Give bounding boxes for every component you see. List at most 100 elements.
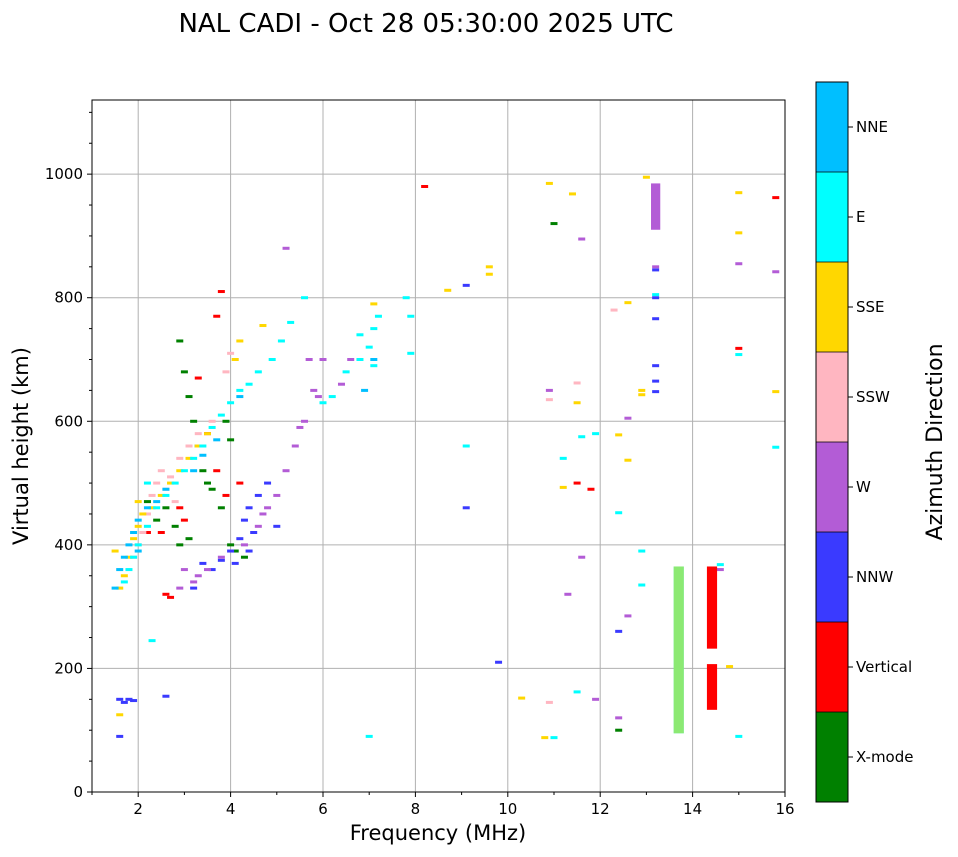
colorbar-label: X-mode: [856, 748, 913, 766]
data-point: [568, 192, 576, 196]
data-point: [587, 487, 595, 491]
data-point: [347, 358, 355, 361]
data-point: [615, 716, 623, 720]
data-point: [167, 481, 175, 485]
y-tick-label: 0: [73, 783, 83, 801]
data-point: [356, 333, 364, 337]
data-point: [545, 700, 553, 704]
data-bar: [651, 183, 661, 230]
data-bar: [673, 566, 684, 734]
data-point: [716, 563, 724, 567]
data-point: [370, 358, 378, 361]
data-point: [120, 700, 128, 704]
data-point: [176, 469, 184, 473]
data-point: [615, 511, 623, 515]
colorbar-segment: [816, 352, 848, 442]
data-point: [236, 388, 244, 392]
data-point: [111, 586, 119, 590]
data-point: [462, 283, 470, 287]
data-point: [541, 736, 549, 740]
data-point: [227, 351, 235, 355]
data-bar: [706, 566, 718, 649]
data-point: [213, 438, 221, 442]
data-point: [735, 734, 743, 738]
data-bars: [651, 183, 718, 734]
data-point: [624, 458, 632, 462]
data-point: [190, 456, 198, 460]
data-point: [143, 531, 151, 534]
data-point: [726, 665, 734, 669]
colorbar-label: E: [856, 208, 865, 226]
data-point: [217, 555, 225, 559]
data-point: [222, 419, 230, 423]
data-point: [208, 425, 216, 429]
data-point: [120, 574, 128, 578]
data-point: [638, 388, 646, 392]
data-point: [772, 445, 780, 449]
data-point: [143, 512, 151, 516]
data-point: [624, 301, 632, 305]
data-point: [213, 469, 221, 473]
data-point: [652, 390, 660, 394]
data-point: [573, 401, 581, 405]
data-point: [222, 493, 230, 497]
data-point: [116, 586, 124, 590]
data-point: [495, 660, 503, 664]
data-point: [578, 555, 586, 559]
data-point: [485, 265, 493, 269]
data-point: [592, 432, 600, 436]
data-point: [236, 395, 244, 399]
y-tick-label: 200: [54, 659, 83, 677]
data-point: [143, 506, 151, 510]
data-point: [194, 376, 202, 380]
data-point: [227, 438, 235, 442]
data-point: [217, 290, 225, 294]
data-point: [153, 500, 161, 504]
colorbar: X-mode Vertical NNW W SSW SSE E NNE: [815, 81, 913, 803]
data-point: [485, 272, 493, 276]
data-point: [204, 481, 211, 485]
data-point: [264, 506, 272, 510]
data-point: [153, 506, 161, 510]
data-point: [162, 592, 170, 596]
data-point: [407, 314, 415, 318]
data-point: [157, 469, 165, 473]
data-point: [610, 308, 618, 312]
data-point: [139, 531, 147, 534]
data-point: [185, 456, 193, 460]
data-point: [245, 549, 253, 553]
data-point: [116, 697, 124, 701]
data-point: [652, 268, 660, 272]
data-point: [545, 398, 553, 402]
data-point: [444, 288, 452, 292]
data-point: [305, 358, 313, 361]
data-point: [134, 500, 142, 504]
data-point: [462, 506, 470, 510]
data-point: [190, 469, 198, 473]
data-point: [199, 561, 207, 565]
data-point: [282, 469, 290, 473]
data-point: [134, 524, 142, 528]
data-point: [185, 537, 193, 541]
data-point: [222, 370, 230, 374]
data-point: [190, 419, 198, 423]
x-tick-label: 4: [226, 800, 236, 818]
data-point: [652, 379, 660, 383]
data-point: [130, 699, 138, 703]
data-point: [615, 433, 623, 437]
x-tick-label: 10: [498, 800, 517, 818]
data-point: [319, 401, 327, 405]
data-point: [652, 364, 660, 368]
data-point: [227, 549, 235, 553]
data-point: [268, 358, 276, 361]
data-point: [550, 736, 558, 740]
data-point: [153, 518, 161, 522]
data-point: [772, 270, 780, 274]
data-point: [176, 586, 184, 590]
data-point: [157, 493, 165, 497]
data-point: [148, 506, 156, 510]
data-point: [250, 531, 258, 534]
data-point: [638, 393, 646, 397]
colorbar-title: Azimuth Direction: [923, 343, 948, 540]
data-point: [180, 370, 188, 374]
